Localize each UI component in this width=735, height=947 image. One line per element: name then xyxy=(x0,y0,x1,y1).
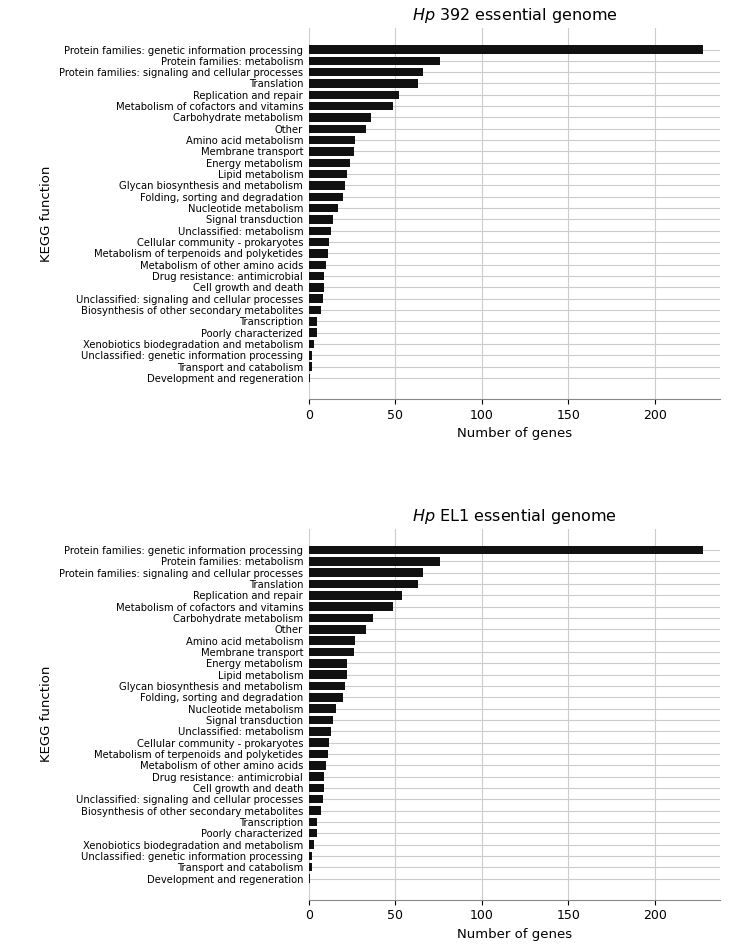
Bar xyxy=(309,580,417,588)
Bar xyxy=(309,374,310,383)
Bar xyxy=(309,238,329,246)
X-axis label: Number of genes: Number of genes xyxy=(457,928,572,941)
Bar xyxy=(309,750,328,759)
Bar xyxy=(309,80,417,88)
Bar xyxy=(309,91,398,99)
Bar xyxy=(309,659,347,668)
Bar xyxy=(309,272,324,280)
Bar xyxy=(309,158,350,167)
Bar xyxy=(309,170,347,178)
Bar xyxy=(309,806,320,814)
Bar xyxy=(309,682,345,690)
Bar xyxy=(309,716,333,724)
Bar xyxy=(309,135,356,144)
Bar xyxy=(309,340,314,348)
Bar xyxy=(309,591,402,599)
Bar xyxy=(309,351,312,360)
Bar xyxy=(309,215,333,223)
Bar xyxy=(309,317,318,326)
Bar xyxy=(309,545,703,554)
Bar xyxy=(309,636,356,645)
Bar xyxy=(309,295,323,303)
Bar xyxy=(309,329,318,337)
Bar xyxy=(309,648,354,656)
Bar xyxy=(309,283,324,292)
Bar xyxy=(309,102,393,111)
Bar xyxy=(309,306,320,314)
Bar xyxy=(309,851,312,860)
Bar xyxy=(309,773,324,781)
Bar xyxy=(309,557,440,565)
Bar xyxy=(309,260,326,269)
Bar xyxy=(309,727,331,736)
Bar xyxy=(309,670,347,679)
Bar xyxy=(309,204,338,212)
Bar xyxy=(309,863,312,871)
Bar xyxy=(309,363,312,371)
Bar xyxy=(309,761,326,770)
Bar xyxy=(309,57,440,65)
Y-axis label: KEGG function: KEGG function xyxy=(40,666,54,762)
Bar xyxy=(309,829,318,837)
Bar xyxy=(309,68,423,77)
Bar xyxy=(309,784,324,793)
Bar xyxy=(309,739,329,747)
Y-axis label: KEGG function: KEGG function xyxy=(40,166,54,262)
Bar xyxy=(309,625,366,634)
Bar xyxy=(309,874,310,883)
Bar xyxy=(309,840,314,849)
X-axis label: Number of genes: Number of genes xyxy=(457,427,572,440)
Bar xyxy=(309,602,393,611)
Bar xyxy=(309,817,318,826)
Bar xyxy=(309,147,354,155)
Bar xyxy=(309,114,371,122)
Bar xyxy=(309,568,423,577)
Bar xyxy=(309,795,323,803)
Title: $Hp$ EL1 essential genome: $Hp$ EL1 essential genome xyxy=(412,507,617,526)
Bar xyxy=(309,181,345,189)
Bar xyxy=(309,705,337,713)
Bar xyxy=(309,125,366,134)
Title: $Hp$ 392 essential genome: $Hp$ 392 essential genome xyxy=(412,6,617,25)
Bar xyxy=(309,693,343,702)
Bar xyxy=(309,192,343,201)
Bar xyxy=(309,45,703,54)
Bar xyxy=(309,249,328,258)
Bar xyxy=(309,226,331,235)
Bar xyxy=(309,614,373,622)
